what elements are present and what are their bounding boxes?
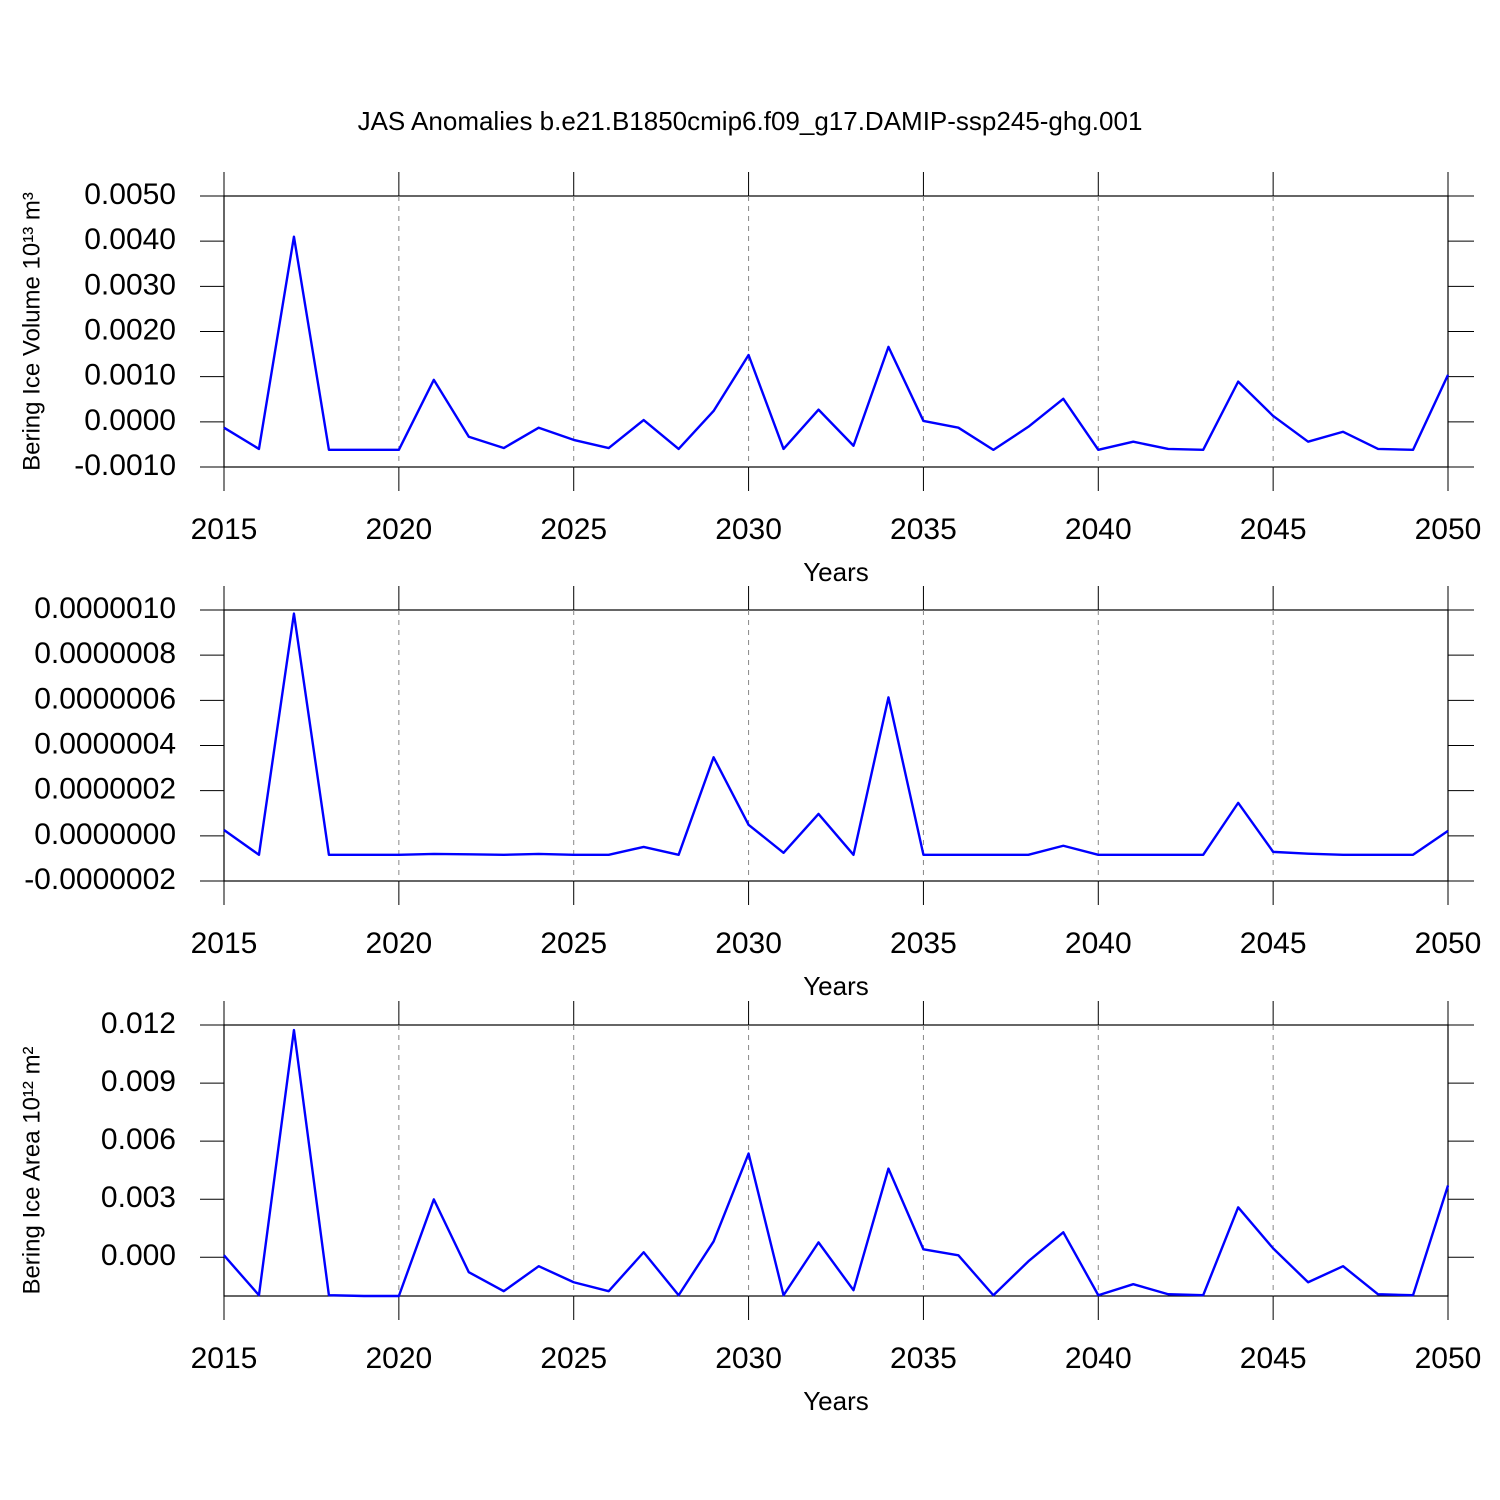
x-tick-label: 2045: [1240, 513, 1307, 546]
y-tick-label: 0.0010: [84, 359, 176, 392]
y-tick-label: -0.0000002: [24, 863, 176, 896]
x-axis-label: Years: [803, 557, 869, 587]
x-tick-label: 2050: [1415, 1342, 1482, 1375]
data-line: [223, 235, 1450, 452]
y-tick-label: 0.0030: [84, 268, 176, 301]
x-tick-label: 2020: [365, 513, 432, 546]
y-tick-label: 0.0000010: [34, 592, 176, 625]
x-tick-label: 2050: [1415, 927, 1482, 960]
x-tick-label: 2040: [1065, 1342, 1132, 1375]
x-tick-label: 2025: [540, 927, 607, 960]
y-tick-label: 0.0000002: [34, 773, 176, 806]
x-tick-label: 2035: [890, 1342, 957, 1375]
y-tick-label: 0.012: [101, 1007, 176, 1040]
y-tick-label: 0.0000006: [34, 682, 176, 715]
x-tick-label: 2050: [1415, 513, 1482, 546]
y-axis-label: Bering Ice Area 10¹² m²: [18, 1046, 45, 1294]
x-tick-label: 2040: [1065, 927, 1132, 960]
y-tick-label: 0.000: [101, 1239, 176, 1272]
y-tick-label: 0.0050: [84, 178, 176, 211]
x-tick-label: 2025: [540, 1342, 607, 1375]
data-line: [223, 612, 1449, 856]
y-tick-label: 0.0000004: [34, 727, 176, 760]
y-tick-label: 0.0000000: [34, 818, 176, 851]
x-axis-label: Years: [803, 971, 869, 1001]
x-tick-label: 2020: [365, 1342, 432, 1375]
y-tick-label: 0.0000008: [34, 637, 176, 670]
x-tick-label: 2025: [540, 513, 607, 546]
x-tick-label: 2035: [890, 927, 957, 960]
x-tick-label: 2015: [191, 927, 258, 960]
x-tick-label: 2030: [715, 927, 782, 960]
plot-frame: [223, 1024, 1449, 1297]
x-tick-label: 2040: [1065, 513, 1132, 546]
x-tick-label: 2030: [715, 513, 782, 546]
x-axis-label: Years: [803, 1386, 869, 1416]
y-tick-label: 0.0000: [84, 404, 176, 437]
y-tick-label: 0.009: [101, 1065, 176, 1098]
y-tick-label: 0.0020: [84, 313, 176, 346]
x-tick-label: 2045: [1240, 927, 1307, 960]
y-axis-label: Bering Ice Volume 10¹³ m³: [18, 192, 45, 471]
x-tick-label: 2030: [715, 1342, 782, 1375]
x-tick-label: 2045: [1240, 1342, 1307, 1375]
x-tick-label: 2035: [890, 513, 957, 546]
y-tick-label: -0.0010: [74, 449, 176, 482]
y-tick-label: 0.003: [101, 1181, 176, 1214]
data-line: [223, 1028, 1450, 1298]
y-tick-label: 0.0040: [84, 223, 176, 256]
x-tick-label: 2015: [191, 1342, 258, 1375]
chart-title: JAS Anomalies b.e21.B1850cmip6.f09_g17.D…: [358, 106, 1143, 136]
y-tick-label: 0.006: [101, 1123, 176, 1156]
x-tick-label: 2015: [191, 513, 258, 546]
x-tick-label: 2020: [365, 927, 432, 960]
